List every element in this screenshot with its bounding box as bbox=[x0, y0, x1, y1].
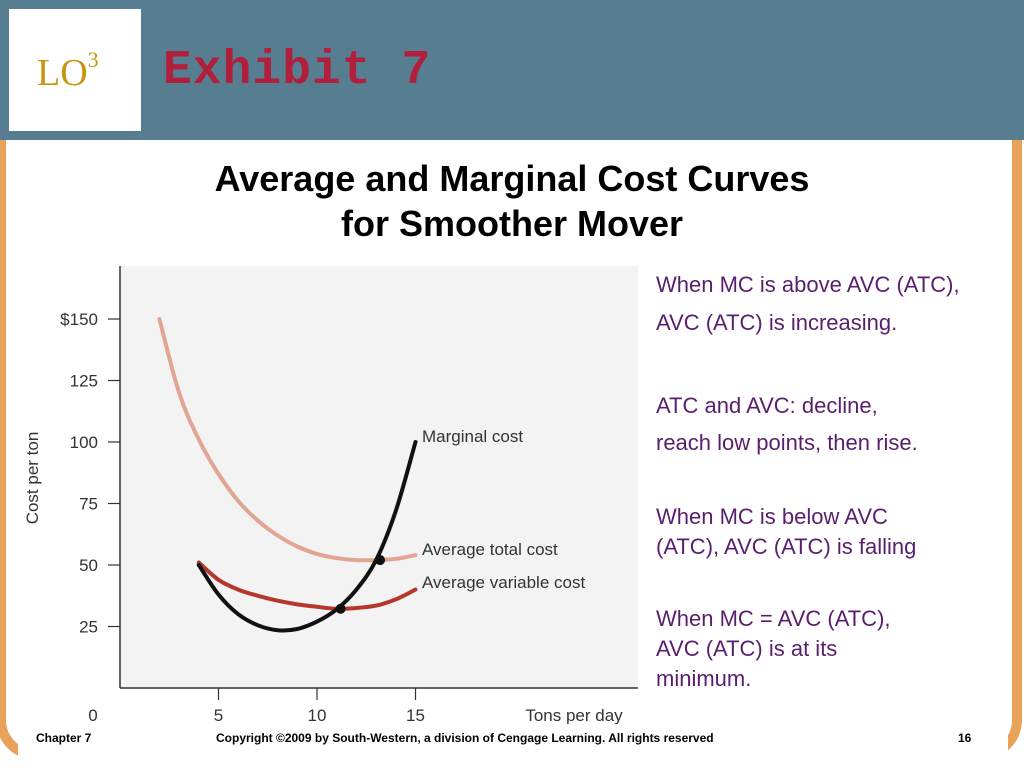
x-axis-label: Tons per day bbox=[525, 706, 623, 725]
note-2-line1: ATC and AVC: decline, bbox=[656, 393, 878, 418]
note-mc-above: When MC is above AVC (ATC), AVC (ATC) is… bbox=[656, 270, 1016, 338]
y-tick-label: 75 bbox=[79, 495, 98, 514]
x-tick-label: 5 bbox=[214, 706, 223, 725]
note-3-line1: When MC is below AVC bbox=[656, 504, 888, 529]
marginal-cost-curve bbox=[196, 440, 418, 633]
y-tick-label: $150 bbox=[60, 310, 98, 329]
mc-atc-intersection-point bbox=[375, 555, 386, 566]
note-4-line3: minimum. bbox=[656, 666, 752, 691]
slide-title-line1: Average and Marginal Cost Curves bbox=[214, 158, 810, 199]
note-4-line1: When MC = AVC (ATC), bbox=[656, 606, 891, 631]
header-bar bbox=[0, 0, 1024, 140]
note-4-line2: AVC (ATC) is at its bbox=[656, 636, 838, 661]
note-3-line2: (ATC), AVC (ATC) is falling bbox=[656, 534, 917, 559]
y-tick-label: 125 bbox=[70, 372, 98, 391]
x-tick-label: 15 bbox=[406, 706, 425, 725]
footer-strip bbox=[18, 724, 1008, 768]
x-origin-label: 0 bbox=[88, 706, 97, 725]
footer-chapter: Chapter 7 bbox=[36, 731, 92, 745]
lo-badge: LO3 bbox=[9, 9, 141, 131]
note-mc-below: When MC is below AVC (ATC), AVC (ATC) is… bbox=[656, 502, 1016, 562]
average-variable-cost-curve bbox=[196, 560, 418, 611]
y-tick-label: 25 bbox=[79, 618, 98, 637]
y-axis-label: Cost per ton bbox=[23, 432, 42, 525]
lo-text: LO bbox=[37, 52, 88, 94]
plot-background bbox=[120, 266, 638, 688]
y-tick-label: 50 bbox=[79, 556, 98, 575]
x-tick-label: 10 bbox=[308, 706, 327, 725]
note-2-line2: reach low points, then rise. bbox=[656, 430, 918, 455]
note-1-line2: AVC (ATC) is increasing. bbox=[656, 310, 898, 335]
mc-avc-intersection-point bbox=[335, 603, 346, 614]
note-mc-equals: When MC = AVC (ATC), AVC (ATC) is at its… bbox=[656, 604, 1016, 694]
footer-page-number: 16 bbox=[958, 731, 972, 745]
exhibit-title: Exhibit 7 bbox=[163, 44, 432, 98]
average-variable-cost-label: Average variable cost bbox=[422, 573, 585, 592]
lo-superscript: 3 bbox=[87, 47, 99, 72]
average-total-cost-label: Average total cost bbox=[422, 540, 558, 559]
note-1-line1: When MC is above AVC (ATC), bbox=[656, 272, 960, 297]
slide-title: Average and Marginal Cost Curves for Smo… bbox=[100, 156, 924, 246]
y-tick-label: 100 bbox=[70, 433, 98, 452]
note-atc-avc: ATC and AVC: decline, reach low points, … bbox=[656, 391, 1016, 458]
footer-copyright: Copyright ©2009 by South-Western, a divi… bbox=[216, 731, 714, 745]
marginal-cost-label: Marginal cost bbox=[422, 427, 523, 446]
lo-label: LO3 bbox=[37, 47, 99, 95]
slide-title-line2: for Smoother Mover bbox=[340, 203, 684, 244]
